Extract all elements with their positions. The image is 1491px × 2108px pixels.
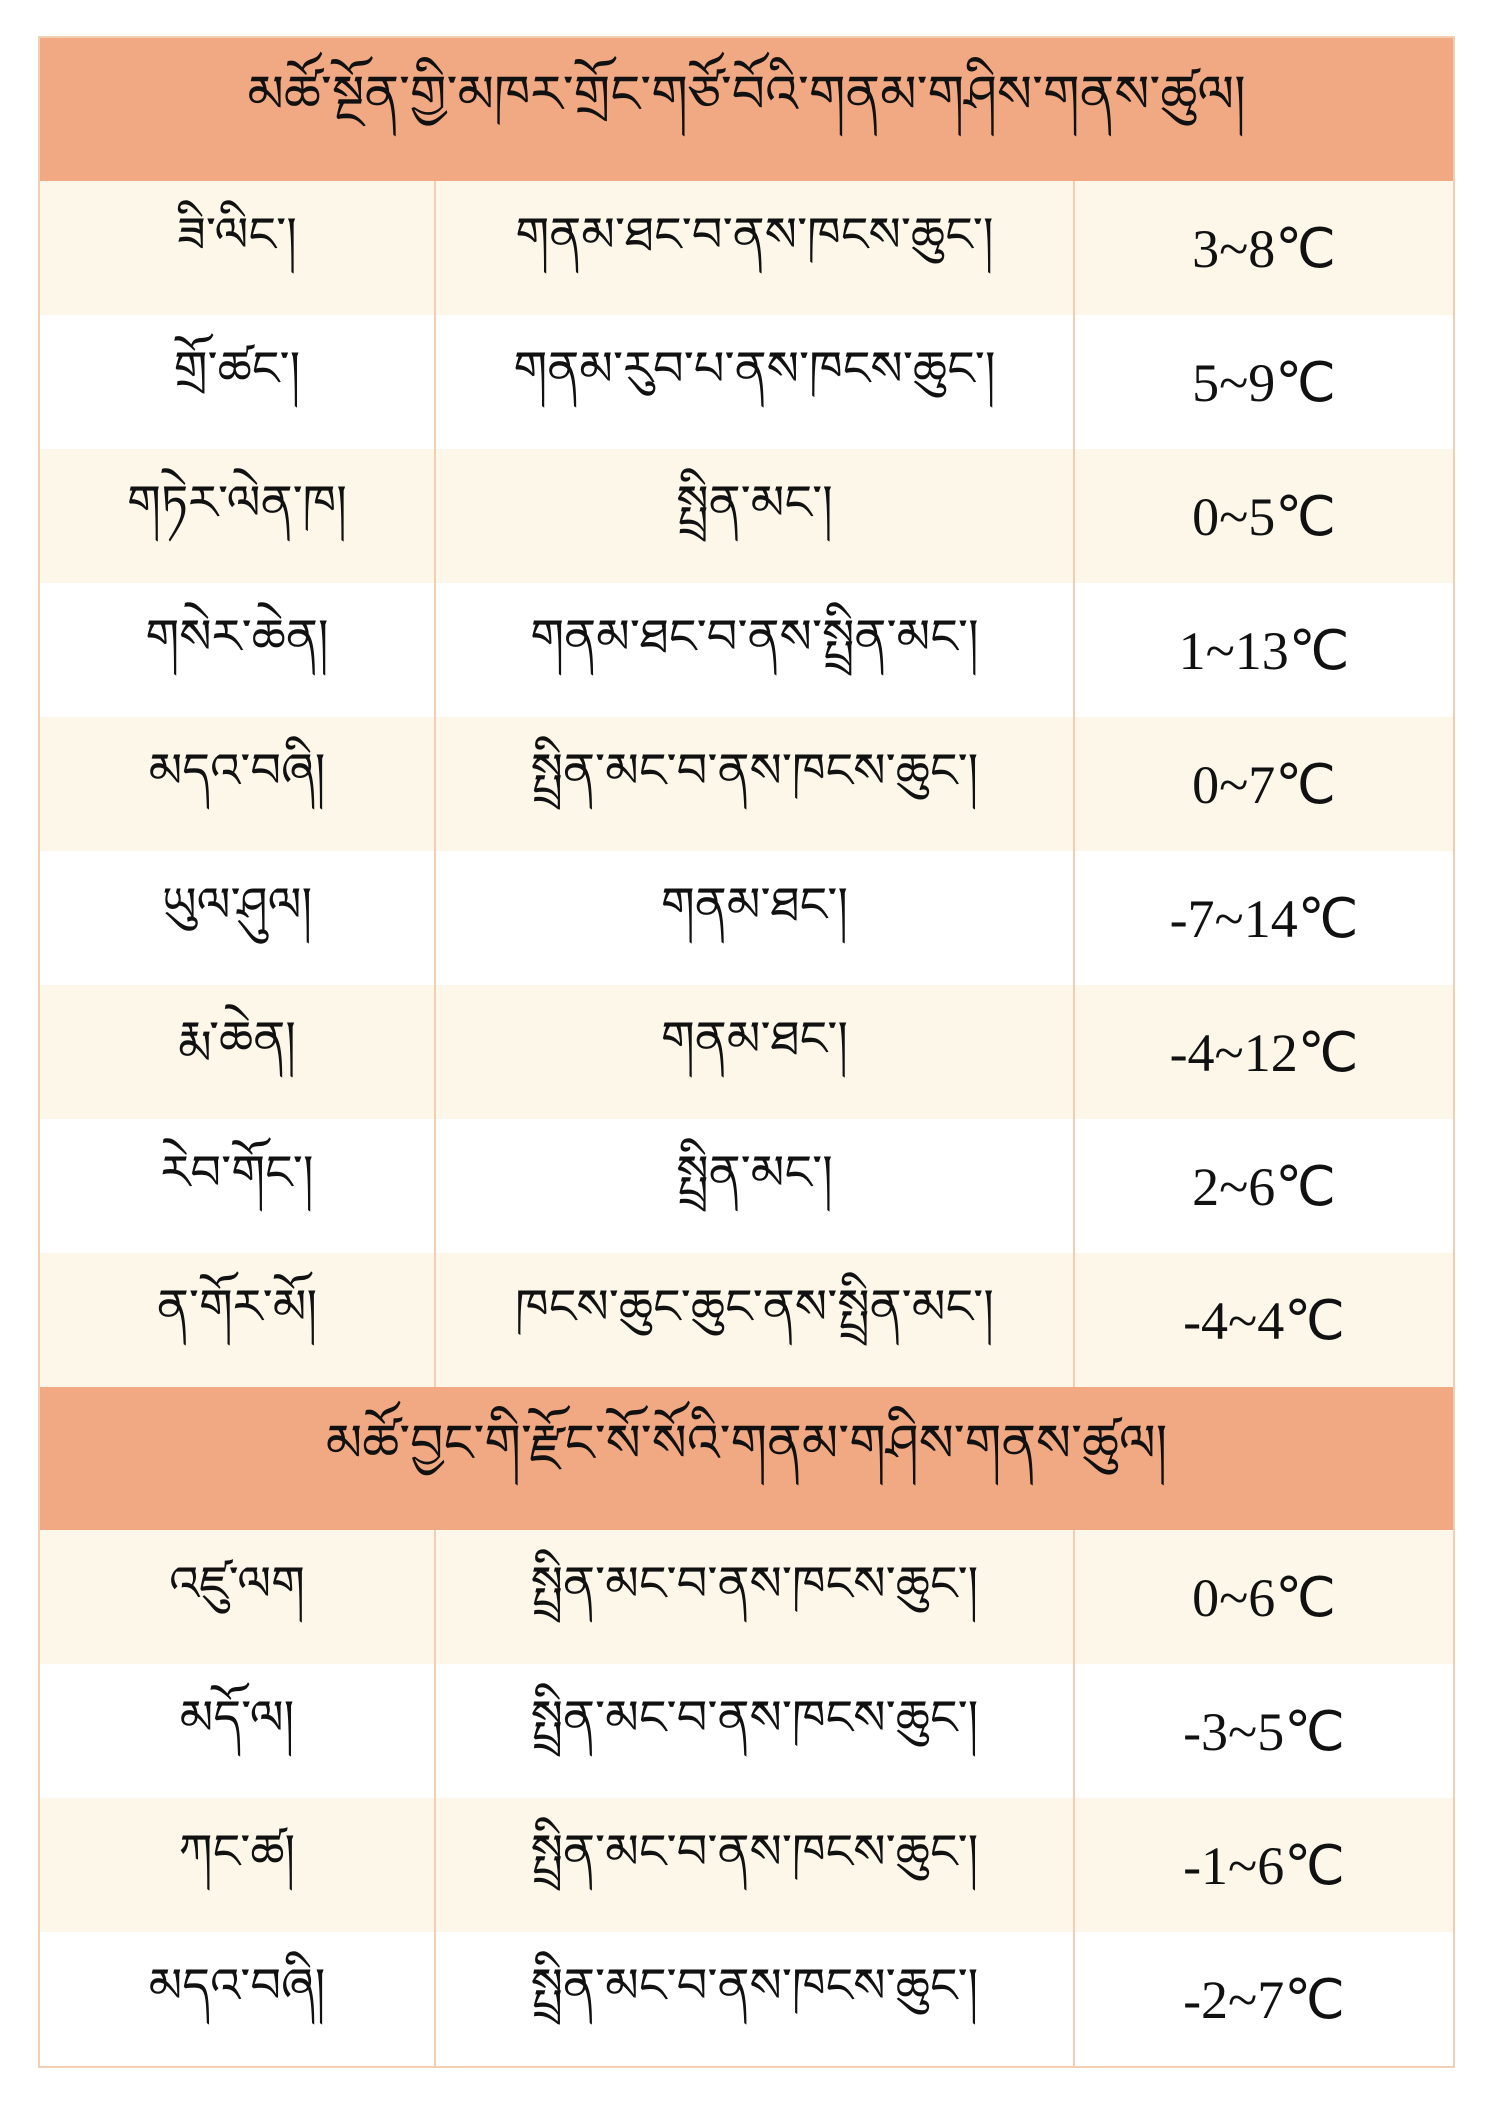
- table-row: མདོ་ལ། སྤྲིན་མང་བ་ནས་ཁངས་ཆུང་། -3~5℃: [40, 1664, 1453, 1798]
- weather-cell: སྤྲིན་མང་བ་ནས་ཁངས་ཆུང་།: [436, 1664, 1075, 1798]
- table-row: འཛུ་ལག སྤྲིན་མང་བ་ནས་ཁངས་ཆུང་། 0~6℃: [40, 1530, 1453, 1664]
- weather-cell: གནམ་རུབ་པ་ནས་ཁངས་ཆུང་།: [436, 315, 1075, 449]
- place-cell: མདའ་བཞི།: [40, 717, 436, 851]
- section-header: མཚོ་བྱང་གི་རྫོང་སོ་སོའི་གནམ་གཤིས་གནས་ཚུལ…: [40, 1387, 1453, 1530]
- temperature-cell: -2~7℃: [1183, 1969, 1345, 2030]
- table-row: ན་གོར་མོ། ཁངས་ཆུང་ཆུང་ནས་སྤྲིན་མང་། -4~4℃: [40, 1253, 1453, 1387]
- place-cell: གཏེར་ལེན་ཁ།: [40, 449, 436, 583]
- temperature-cell: 0~7℃: [1192, 754, 1336, 815]
- place-cell: ན་གོར་མོ།: [40, 1253, 436, 1387]
- temperature-cell: -3~5℃: [1183, 1701, 1345, 1762]
- table-row: གཏེར་ལེན་ཁ། སྤྲིན་མང་། 0~5℃: [40, 449, 1453, 583]
- table-row: རེབ་གོང་། སྤྲིན་མང་། 2~6℃: [40, 1119, 1453, 1253]
- temperature-cell: -7~14℃: [1169, 888, 1359, 949]
- place-cell: ཟི་ལིང་།: [40, 181, 436, 315]
- table-row: ཡུལ་ཤུལ། གནམ་ཐང་། -7~14℃: [40, 851, 1453, 985]
- weather-cell: ཁངས་ཆུང་ཆུང་ནས་སྤྲིན་མང་།: [436, 1253, 1075, 1387]
- table-row: གྲོ་ཚང་། གནམ་རུབ་པ་ནས་ཁངས་ཆུང་། 5~9℃: [40, 315, 1453, 449]
- temperature-cell: -4~4℃: [1183, 1290, 1345, 1351]
- weather-cell: སྤྲིན་མང་།: [436, 1119, 1075, 1253]
- table-row: ཀང་ཚ། སྤྲིན་མང་བ་ནས་ཁངས་ཆུང་། -1~6℃: [40, 1798, 1453, 1932]
- temperature-cell: -1~6℃: [1183, 1835, 1345, 1896]
- place-cell: རེབ་གོང་།: [40, 1119, 436, 1253]
- weather-cell: སྤྲིན་མང་བ་ནས་ཁངས་ཆུང་།: [436, 1798, 1075, 1932]
- table-row: ཟི་ལིང་། གནམ་ཐང་བ་ནས་ཁངས་ཆུང་། 3~8℃: [40, 181, 1453, 315]
- place-cell: རྨ་ཆེན།: [40, 985, 436, 1119]
- temperature-cell: 0~5℃: [1192, 486, 1336, 547]
- weather-cell: སྤྲིན་མང་བ་ནས་ཁངས་ཆུང་།: [436, 1932, 1075, 2066]
- temperature-cell: 0~6℃: [1192, 1567, 1336, 1628]
- place-cell: འཛུ་ལག: [40, 1530, 436, 1664]
- section-header: མཚོ་སྔོན་གྱི་མཁར་གྲོང་གཙོ་བོའི་གནམ་གཤིས་…: [40, 38, 1453, 181]
- weather-cell: གནམ་ཐང་།: [436, 851, 1075, 985]
- weather-table: མཚོ་སྔོན་གྱི་མཁར་གྲོང་གཙོ་བོའི་གནམ་གཤིས་…: [38, 36, 1455, 2068]
- temperature-cell: -4~12℃: [1169, 1022, 1359, 1083]
- place-cell: ཡུལ་ཤུལ།: [40, 851, 436, 985]
- place-cell: གསེར་ཆེན།: [40, 583, 436, 717]
- weather-cell: གནམ་ཐང་།: [436, 985, 1075, 1119]
- temperature-cell: 5~9℃: [1192, 352, 1336, 413]
- table-row: གསེར་ཆེན། གནམ་ཐང་བ་ནས་སྤྲིན་མང་། 1~13℃: [40, 583, 1453, 717]
- weather-cell: སྤྲིན་མང་།: [436, 449, 1075, 583]
- weather-cell: གནམ་ཐང་བ་ནས་སྤྲིན་མང་།: [436, 583, 1075, 717]
- place-cell: མདའ་བཞི།: [40, 1932, 436, 2066]
- weather-cell: སྤྲིན་མང་བ་ནས་ཁངས་ཆུང་།: [436, 717, 1075, 851]
- temperature-cell: 1~13℃: [1178, 620, 1350, 681]
- place-cell: མདོ་ལ།: [40, 1664, 436, 1798]
- table-row: མདའ་བཞི། སྤྲིན་མང་བ་ནས་ཁངས་ཆུང་། 0~7℃: [40, 717, 1453, 851]
- temperature-cell: 3~8℃: [1192, 218, 1336, 279]
- place-cell: ཀང་ཚ།: [40, 1798, 436, 1932]
- weather-cell: གནམ་ཐང་བ་ནས་ཁངས་ཆུང་།: [436, 181, 1075, 315]
- table-row: རྨ་ཆེན། གནམ་ཐང་། -4~12℃: [40, 985, 1453, 1119]
- temperature-cell: 2~6℃: [1192, 1156, 1336, 1217]
- place-cell: གྲོ་ཚང་།: [40, 315, 436, 449]
- table-row: མདའ་བཞི། སྤྲིན་མང་བ་ནས་ཁངས་ཆུང་། -2~7℃: [40, 1932, 1453, 2066]
- weather-cell: སྤྲིན་མང་བ་ནས་ཁངས་ཆུང་།: [436, 1530, 1075, 1664]
